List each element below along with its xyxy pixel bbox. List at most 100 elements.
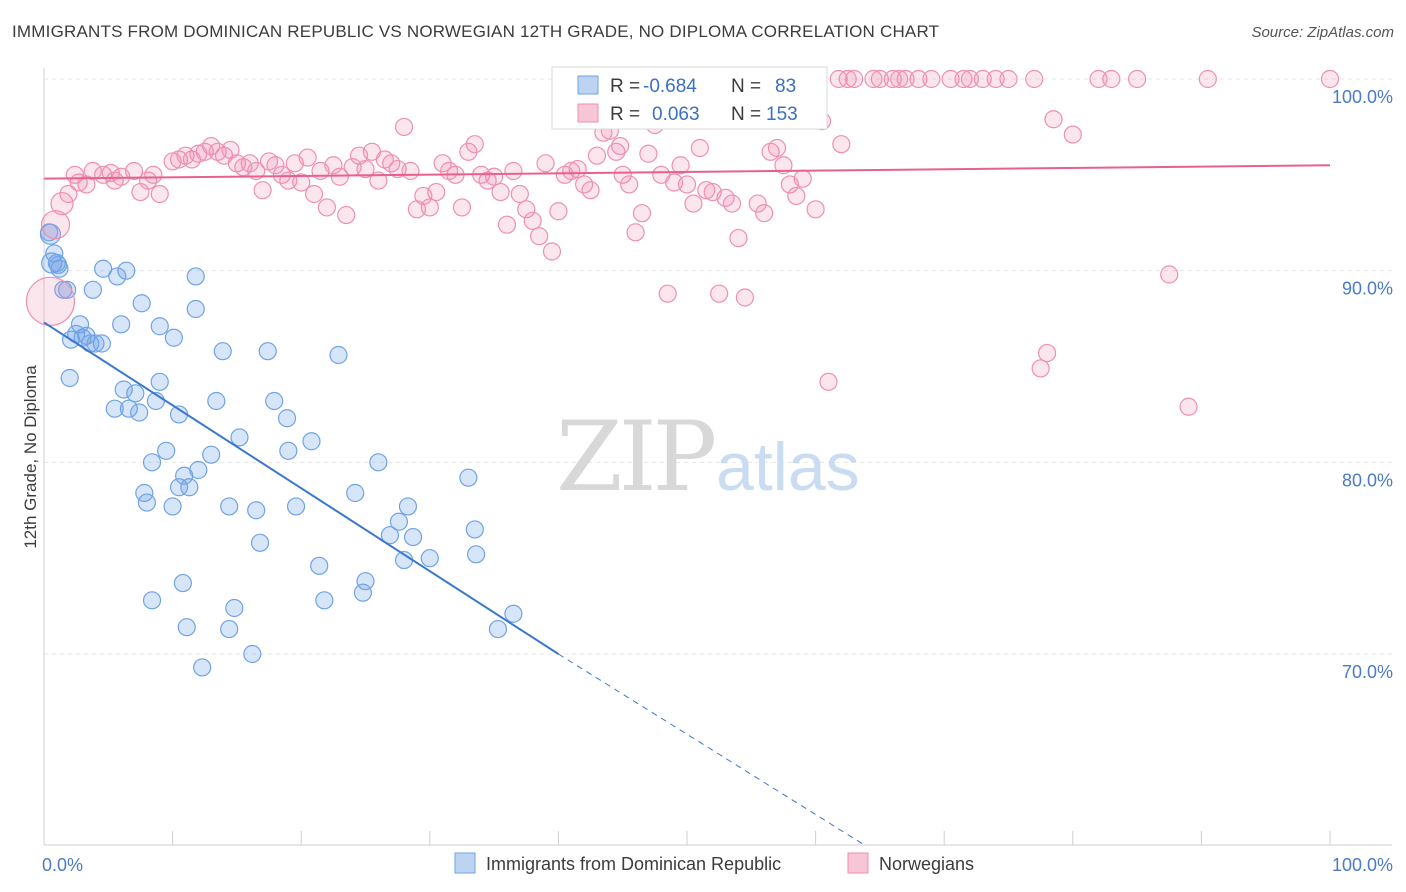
legend-n-value-2: 153 bbox=[766, 104, 798, 125]
point-norwegian bbox=[542, 242, 562, 261]
point-norwegian bbox=[973, 69, 992, 89]
point-norwegian bbox=[150, 184, 169, 204]
point-norwegian bbox=[491, 182, 510, 202]
point-norwegian bbox=[1198, 69, 1217, 89]
point-norwegian bbox=[1089, 69, 1108, 89]
source-credit: Source: ZipAtlas.com bbox=[1251, 24, 1394, 41]
point-dominican bbox=[86, 334, 105, 353]
point-norwegian bbox=[1160, 265, 1179, 284]
point-norwegian bbox=[611, 136, 630, 156]
x-tick-label: 100.0% bbox=[1332, 855, 1393, 875]
point-norwegian bbox=[298, 148, 317, 167]
point-norwegian bbox=[266, 156, 285, 175]
point-norwegian bbox=[793, 169, 812, 188]
point-norwegian bbox=[420, 198, 439, 217]
point-norwegian bbox=[755, 204, 774, 223]
point-norwegian bbox=[922, 69, 941, 89]
point-dominican bbox=[180, 478, 199, 497]
point-norwegian bbox=[774, 156, 793, 175]
point-norwegian bbox=[40, 210, 71, 240]
point-norwegian bbox=[394, 117, 414, 137]
point-dominican bbox=[186, 267, 205, 286]
point-dominican bbox=[265, 391, 284, 411]
point-dominican bbox=[126, 384, 145, 403]
point-norwegian bbox=[864, 69, 883, 89]
legend-r-label-2: R = bbox=[610, 104, 640, 125]
point-dominican bbox=[346, 483, 365, 503]
axes bbox=[43, 68, 1392, 846]
point-dominican bbox=[504, 604, 523, 623]
point-norwegian bbox=[324, 156, 343, 175]
point-dominican bbox=[356, 572, 375, 591]
point-dominican bbox=[329, 345, 348, 365]
point-norwegian bbox=[59, 184, 78, 204]
point-dominican bbox=[465, 520, 484, 539]
trend-line-dominican bbox=[43, 321, 559, 655]
point-dominican bbox=[286, 497, 306, 516]
point-norwegian bbox=[369, 171, 388, 190]
y-axis-label: 12th Grade, No Diploma bbox=[21, 365, 40, 549]
point-norwegian bbox=[247, 161, 266, 181]
y-tick-labels: 70.0% 80.0% 90.0% 100.0% bbox=[1332, 87, 1393, 682]
watermark-atlas: atlas bbox=[716, 429, 860, 505]
point-dominican bbox=[202, 445, 221, 464]
point-dominican bbox=[150, 317, 169, 336]
point-norwegian bbox=[465, 135, 484, 154]
point-norwegian bbox=[838, 69, 857, 89]
point-norwegian bbox=[787, 186, 806, 206]
point-norwegian bbox=[960, 69, 980, 89]
series-legend-label-pink: Norwegians bbox=[879, 854, 974, 874]
point-dominican bbox=[112, 315, 131, 334]
point-norwegian bbox=[639, 144, 658, 163]
legend-r-label-1: R = bbox=[610, 76, 640, 97]
point-norwegian bbox=[1127, 69, 1147, 89]
point-dominican bbox=[40, 223, 59, 242]
point-norwegian bbox=[890, 69, 909, 89]
point-norwegian bbox=[1102, 69, 1121, 89]
series-legend-label-blue: Immigrants from Dominican Republic bbox=[486, 854, 781, 874]
point-norwegian bbox=[697, 181, 716, 200]
point-norwegian bbox=[292, 173, 311, 192]
point-norwegian bbox=[677, 175, 697, 194]
point-dominican bbox=[389, 512, 409, 531]
point-norwegian bbox=[1037, 343, 1057, 363]
point-dominican bbox=[150, 372, 169, 391]
legend-r-value-2: 0.063 bbox=[652, 104, 700, 125]
point-norwegian bbox=[658, 284, 677, 303]
y-tick-label: 70.0% bbox=[1342, 662, 1393, 682]
point-norwegian bbox=[337, 205, 356, 225]
point-dominican bbox=[302, 432, 321, 451]
point-dominican bbox=[230, 428, 249, 447]
series-legend-swatch-pink bbox=[847, 852, 869, 874]
point-dominican bbox=[169, 478, 189, 497]
point-dominican bbox=[310, 556, 329, 575]
legend-r-value-1: -0.684 bbox=[643, 76, 697, 97]
point-norwegian bbox=[510, 184, 529, 204]
point-norwegian bbox=[144, 165, 163, 184]
point-norwegian bbox=[485, 167, 504, 186]
point-dominican bbox=[398, 497, 418, 516]
point-norwegian bbox=[581, 181, 600, 200]
point-dominican bbox=[49, 255, 68, 275]
point-norwegian bbox=[25, 276, 76, 326]
point-dominican bbox=[108, 267, 127, 286]
point-norwegian bbox=[139, 171, 158, 190]
point-norwegian bbox=[999, 69, 1018, 89]
point-norwegian bbox=[517, 200, 536, 219]
point-norwegian bbox=[536, 154, 555, 173]
data-points bbox=[25, 69, 1340, 677]
point-dominican bbox=[117, 261, 136, 280]
point-norwegian bbox=[671, 156, 690, 175]
point-dominican bbox=[225, 598, 244, 618]
point-dominican bbox=[250, 533, 270, 552]
point-norwegian bbox=[832, 135, 851, 154]
trend-lines bbox=[43, 164, 1331, 846]
point-norwegian bbox=[549, 202, 568, 221]
point-norwegian bbox=[497, 215, 517, 234]
point-norwegian bbox=[124, 161, 144, 181]
point-dominican bbox=[220, 497, 239, 516]
point-dominican bbox=[119, 399, 138, 418]
point-dominican bbox=[58, 280, 77, 299]
legend-n-label-1: N = bbox=[731, 76, 761, 97]
